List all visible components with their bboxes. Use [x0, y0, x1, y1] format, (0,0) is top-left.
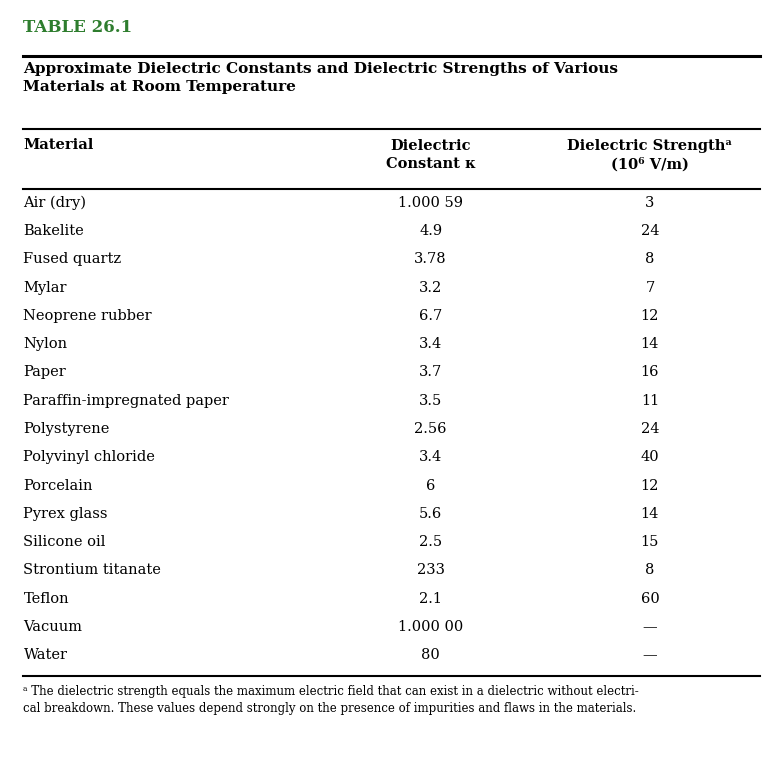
Text: Paper: Paper	[23, 365, 67, 380]
Text: 3: 3	[645, 196, 655, 210]
Text: Air (dry): Air (dry)	[23, 196, 86, 210]
Text: 24: 24	[640, 224, 659, 238]
Text: Paraffin-impregnated paper: Paraffin-impregnated paper	[23, 393, 229, 408]
Text: 4.9: 4.9	[419, 224, 442, 238]
Text: Nylon: Nylon	[23, 337, 67, 351]
Text: 8: 8	[645, 563, 655, 578]
Text: 233: 233	[417, 563, 445, 578]
Text: Strontium titanate: Strontium titanate	[23, 563, 161, 578]
Text: 5.6: 5.6	[419, 507, 442, 521]
Text: 3.78: 3.78	[414, 252, 447, 267]
Text: —: —	[643, 648, 657, 662]
Text: 11: 11	[640, 393, 659, 408]
Text: 6: 6	[426, 478, 435, 493]
Text: 6.7: 6.7	[419, 309, 442, 323]
Text: Polystyrene: Polystyrene	[23, 422, 110, 436]
Text: 3.4: 3.4	[419, 337, 442, 351]
Text: 3.7: 3.7	[419, 365, 442, 380]
Text: Approximate Dielectric Constants and Dielectric Strengths of Various
Materials a: Approximate Dielectric Constants and Die…	[23, 62, 619, 94]
Text: Dielectric Strengthᵃ
(10⁶ V/m): Dielectric Strengthᵃ (10⁶ V/m)	[567, 139, 733, 171]
Text: Dielectric
Constant κ: Dielectric Constant κ	[386, 139, 475, 171]
Text: Fused quartz: Fused quartz	[23, 252, 121, 267]
Text: ᵃ The dielectric strength equals the maximum electric field that can exist in a : ᵃ The dielectric strength equals the max…	[23, 685, 639, 716]
Text: —: —	[643, 620, 657, 634]
Text: 12: 12	[640, 309, 659, 323]
Text: Water: Water	[23, 648, 67, 662]
Text: 8: 8	[645, 252, 655, 267]
Text: 60: 60	[640, 591, 659, 606]
Text: 12: 12	[640, 478, 659, 493]
Text: TABLE 26.1: TABLE 26.1	[23, 19, 132, 36]
Text: 14: 14	[640, 507, 659, 521]
Text: Teflon: Teflon	[23, 591, 69, 606]
Text: 1.000 00: 1.000 00	[398, 620, 464, 634]
Text: 2.56: 2.56	[414, 422, 447, 436]
Text: 3.2: 3.2	[419, 280, 442, 295]
Text: 14: 14	[640, 337, 659, 351]
Text: Material: Material	[23, 138, 94, 152]
Text: Bakelite: Bakelite	[23, 224, 85, 238]
Text: 2.5: 2.5	[419, 535, 442, 549]
Text: Porcelain: Porcelain	[23, 478, 93, 493]
Text: 3.4: 3.4	[419, 450, 442, 465]
Text: 40: 40	[640, 450, 659, 465]
Text: 15: 15	[640, 535, 659, 549]
Text: 1.000 59: 1.000 59	[398, 196, 464, 210]
Text: Polyvinyl chloride: Polyvinyl chloride	[23, 450, 155, 465]
Text: 2.1: 2.1	[419, 591, 442, 606]
Text: 16: 16	[640, 365, 659, 380]
Text: 3.5: 3.5	[419, 393, 442, 408]
Text: Neoprene rubber: Neoprene rubber	[23, 309, 152, 323]
Text: Mylar: Mylar	[23, 280, 67, 295]
Text: Vacuum: Vacuum	[23, 620, 82, 634]
Text: 7: 7	[645, 280, 655, 295]
Text: 80: 80	[421, 648, 440, 662]
Text: 24: 24	[640, 422, 659, 436]
Text: Silicone oil: Silicone oil	[23, 535, 106, 549]
Text: Pyrex glass: Pyrex glass	[23, 507, 108, 521]
